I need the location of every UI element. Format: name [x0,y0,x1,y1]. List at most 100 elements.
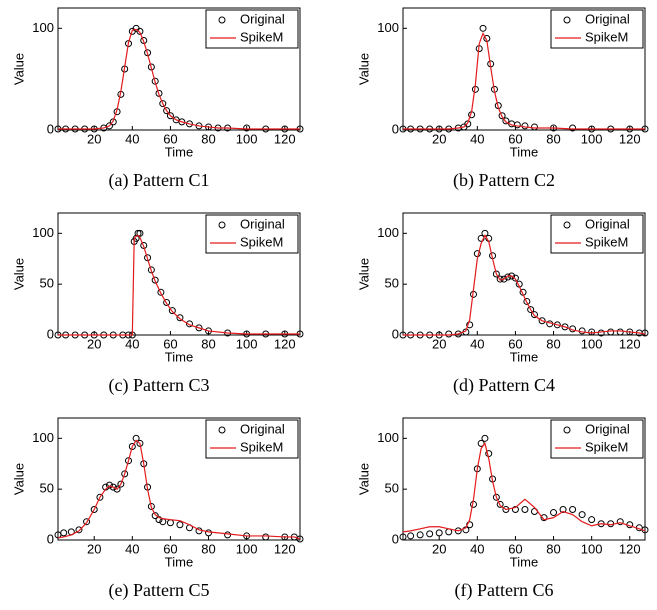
data-point [185,120,193,128]
x-tick-label: 120 [274,336,296,351]
caption: (b) Pattern C2 [453,170,555,191]
data-point [121,470,129,478]
data-point [521,506,529,513]
data-point [504,273,512,281]
data-point [243,124,251,132]
data-point [569,506,577,513]
plot: 20 40 60 80 100 120 0 100 Time Value Original Spike… [11,7,304,191]
data-point [454,527,462,535]
plot: 20 40 60 80 100 120 0 50 100 Time Value Original Spi… [356,212,649,396]
y-tick-label: 0 [392,531,399,546]
axes-box [57,417,301,541]
data-point [435,529,443,537]
data-point [113,485,121,493]
y-tick-label: 100 [377,20,399,35]
y-tick-label: 0 [47,121,54,136]
x-tick-label: 80 [201,131,215,146]
data-point [523,297,531,305]
data-point [128,442,136,450]
data-point [83,518,91,526]
data-point [481,434,489,442]
x-tick-label: 100 [581,336,603,351]
x-tick-label: 80 [546,541,560,556]
data-point [416,531,424,539]
series-line [57,439,301,540]
axes-box [57,7,301,131]
data-point [588,516,596,524]
data-point [125,457,133,465]
y-axis-label: Value [11,53,26,85]
y-axis-label: Value [11,258,26,290]
data-point [540,514,548,522]
y-tick-label: 100 [377,430,399,445]
data-point [147,502,155,510]
x-tick-label: 100 [236,336,258,351]
y-tick-label: 100 [377,225,399,240]
x-tick-label: 40 [470,131,484,146]
legend-label: SpikeM [585,439,628,454]
x-tick-label: 40 [125,336,139,351]
y-tick-label: 50 [40,276,54,291]
legend-label: Original [240,421,285,436]
caption: (f) Pattern C6 [455,580,554,601]
y-axis-label: Value [356,53,371,85]
y-tick-label: 50 [385,481,399,496]
y-tick-label: 50 [40,481,54,496]
data-point [176,521,184,529]
y-tick-label: 100 [32,225,54,240]
data-point [399,533,407,541]
x-tick-label: 120 [619,336,641,351]
legend-label: SpikeM [585,234,628,249]
x-tick-label: 40 [470,336,484,351]
x-tick-label: 120 [274,131,296,146]
data-point [163,298,171,306]
legend-label: SpikeM [240,439,283,454]
axes-box [402,417,646,541]
data-point [147,266,155,274]
data-point [492,270,500,278]
legend-box [550,419,644,459]
caption: (e) Pattern C5 [109,580,210,601]
data-point [616,518,624,526]
plot: 20 40 60 80 100 120 0 50 100 Time Value Original Spi… [356,417,649,601]
series-line [58,28,300,130]
y-axis-label: Value [11,463,26,495]
axes-box [57,212,301,336]
x-tick-label: 100 [581,541,603,556]
legend-marker [218,16,226,24]
data-point [178,118,186,126]
y-tick-label: 0 [392,121,399,136]
x-tick-label: 80 [201,541,215,556]
data-point [155,89,163,97]
legend-marker [563,221,571,229]
data-point [521,122,529,130]
data-point [492,493,500,501]
data-point [134,229,142,237]
data-point [296,535,304,543]
data-point [96,493,104,501]
data-point [166,112,174,120]
data-point [511,274,519,282]
x-tick-label: 60 [508,131,522,146]
caption: (c) Pattern C3 [109,375,210,396]
x-tick-label: 120 [619,131,641,146]
data-point [616,328,624,336]
data-point [262,533,270,541]
data-point [513,121,521,129]
x-tick-label: 100 [581,131,603,146]
plot: 20 40 60 80 100 120 0 50 100 Time Value Original Spi… [11,212,304,396]
data-point [136,27,144,35]
x-tick-label: 20 [432,336,446,351]
x-tick-label: 20 [432,541,446,556]
data-point [168,307,176,315]
series-line [402,442,646,533]
x-axis-label: Time [510,349,538,364]
data-point [538,317,546,325]
data-point [597,329,605,337]
legend-box [205,419,299,459]
data-point [155,516,163,524]
x-tick-label: 60 [163,541,177,556]
x-tick-label: 120 [274,541,296,556]
data-point [496,500,504,508]
